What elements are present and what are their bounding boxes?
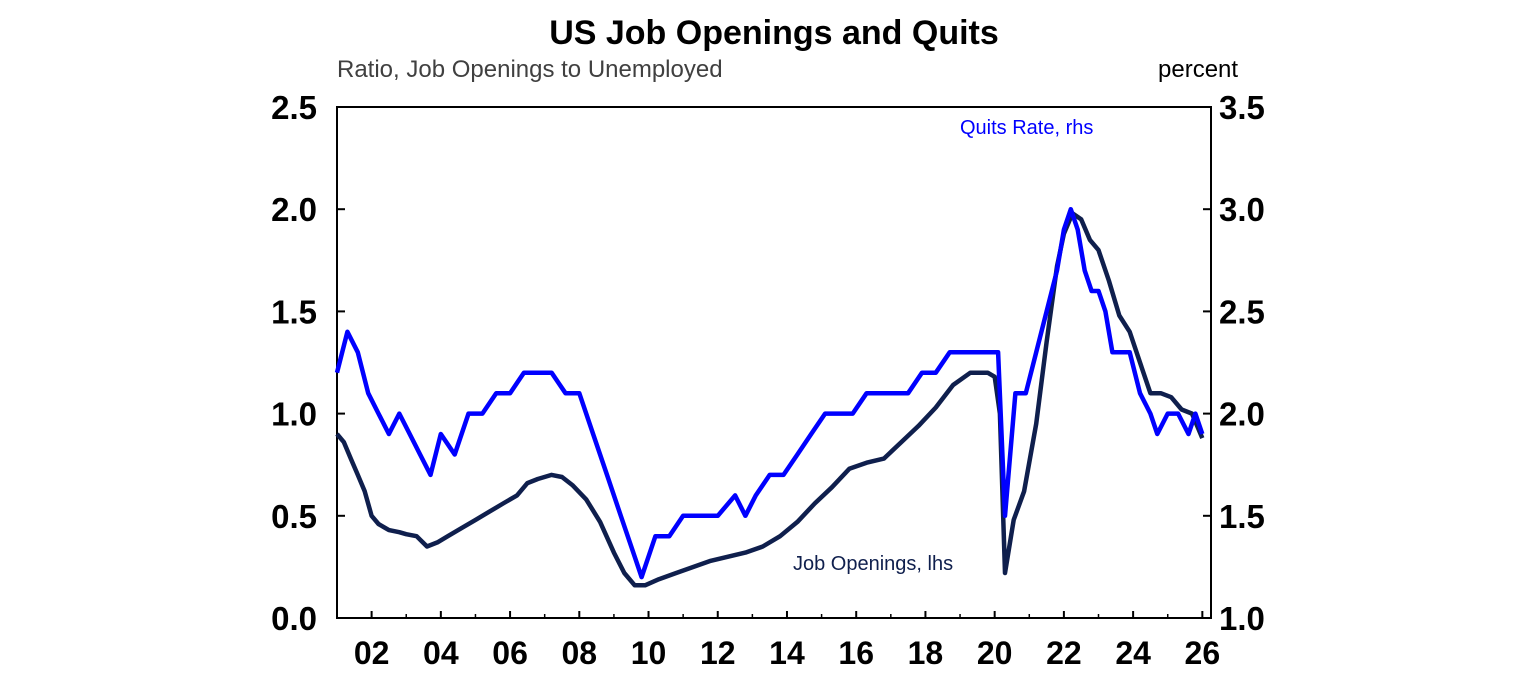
x-tick-label: 18 bbox=[908, 635, 944, 671]
right-axis-ticks: 1.0 1.5 2.0 2.5 3.0 3.5 bbox=[1203, 89, 1265, 637]
x-axis-ticks: 02 04 06 08 10 12 14 16 18 20 22 24 26 bbox=[336, 611, 1221, 671]
plot-frame bbox=[336, 106, 1212, 619]
right-tick-label: 2.0 bbox=[1219, 396, 1265, 433]
chart-title: US Job Openings and Quits bbox=[549, 14, 999, 52]
right-tick-label: 2.5 bbox=[1219, 293, 1265, 330]
left-axis-unit-label: Ratio, Job Openings to Unemployed bbox=[337, 56, 723, 83]
left-tick-label: 0.5 bbox=[271, 498, 317, 535]
x-tick-label: 04 bbox=[423, 635, 459, 671]
x-tick-label: 08 bbox=[562, 635, 598, 671]
x-tick-label: 12 bbox=[700, 635, 736, 671]
left-tick-label: 2.0 bbox=[271, 191, 317, 228]
job-openings-annotation: Job Openings, lhs bbox=[793, 553, 953, 575]
right-tick-label: 1.0 bbox=[1219, 600, 1265, 637]
x-tick-label: 26 bbox=[1185, 635, 1221, 671]
x-tick-label: 24 bbox=[1115, 635, 1151, 671]
x-tick-label: 06 bbox=[492, 635, 528, 671]
x-tick-label: 02 bbox=[354, 635, 390, 671]
left-axis-ticks: 0.0 0.5 1.0 1.5 2.0 2.5 bbox=[271, 89, 345, 637]
x-tick-label: 10 bbox=[631, 635, 667, 671]
right-axis-unit-label: percent bbox=[1158, 56, 1239, 83]
series-layer bbox=[334, 206, 1205, 588]
x-tick-label: 20 bbox=[977, 635, 1013, 671]
right-tick-label: 3.0 bbox=[1219, 191, 1265, 228]
x-tick-label: 14 bbox=[769, 635, 805, 671]
x-tick-label: 16 bbox=[838, 635, 874, 671]
left-tick-label: 1.5 bbox=[271, 293, 317, 330]
job-openings-line bbox=[335, 211, 1205, 588]
x-tick-label: 22 bbox=[1046, 635, 1082, 671]
left-tick-label: 2.5 bbox=[271, 89, 317, 126]
quits-rate-line bbox=[334, 206, 1205, 580]
left-tick-label: 0.0 bbox=[271, 600, 317, 637]
left-tick-label: 1.0 bbox=[271, 396, 317, 433]
quits-rate-annotation: Quits Rate, rhs bbox=[960, 117, 1093, 139]
right-tick-label: 1.5 bbox=[1219, 498, 1265, 535]
right-tick-label: 3.5 bbox=[1219, 89, 1265, 126]
